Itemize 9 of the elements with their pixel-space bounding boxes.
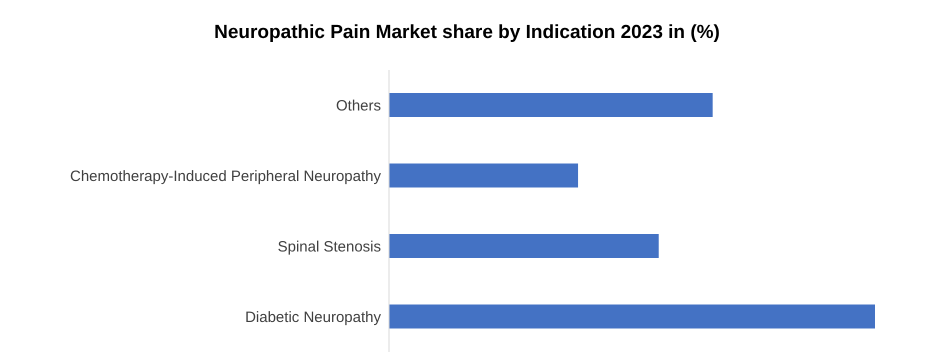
y-tick-label: Spinal Stenosis xyxy=(278,238,381,256)
chart-title: Neuropathic Pain Market share by Indication 2023 in (%) xyxy=(213,21,721,45)
y-tick-label: Others xyxy=(336,98,381,115)
bar xyxy=(389,304,875,328)
bar xyxy=(389,164,578,188)
bar xyxy=(389,93,713,117)
y-tick-label: Diabetic Neuropathy xyxy=(245,309,382,326)
bar xyxy=(389,234,659,258)
y-tick-label: Chemotherapy-Induced Peripheral Neuropathy xyxy=(70,168,382,186)
